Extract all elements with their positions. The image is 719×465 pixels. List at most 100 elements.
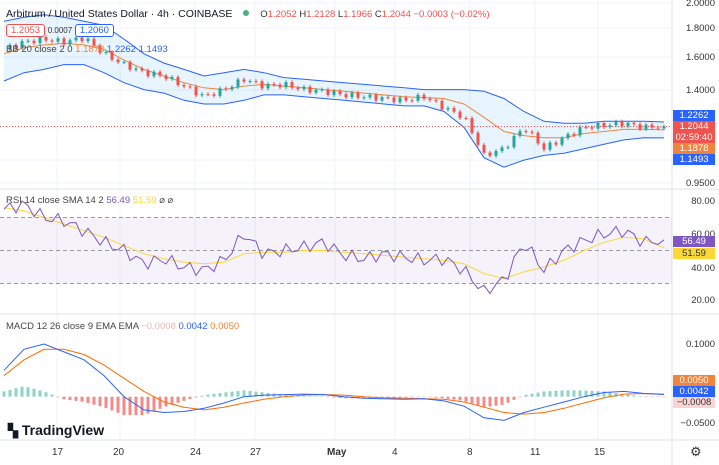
close-label: C xyxy=(374,9,382,20)
candle-body xyxy=(344,94,348,98)
macd-histogram-bar xyxy=(218,393,222,397)
candle-body xyxy=(182,84,186,87)
macd-histogram-bar xyxy=(98,396,102,407)
header-legend: Arbitrum / United States Dollar · 4h · C… xyxy=(6,8,490,20)
macd-histogram-bar xyxy=(518,396,522,398)
macd-legend[interactable]: MACD 12 26 close 9 EMA EMA −0.0008 0.004… xyxy=(6,321,239,332)
macd-histogram-bar xyxy=(488,396,492,407)
candle-body xyxy=(482,144,486,153)
macd-histogram-bar xyxy=(482,396,486,408)
rsi-sma-value: 51.59 xyxy=(132,195,157,206)
macd-histogram-bar xyxy=(620,393,624,397)
open-label: O xyxy=(260,9,268,20)
candle-body xyxy=(572,134,576,136)
macd-histogram-bar xyxy=(398,396,402,398)
bb-legend[interactable]: BB 20 close 2 0 1.1878 1.2262 1.1493 xyxy=(6,44,168,55)
candle-body xyxy=(446,108,450,110)
spread-value: 0.0007 xyxy=(47,26,73,35)
candle-body xyxy=(350,92,354,98)
change-value: −0.0003 (−0.02%) xyxy=(413,9,490,20)
candle-body xyxy=(464,118,468,120)
macd-histogram-bar xyxy=(320,396,324,398)
candle-body xyxy=(380,97,384,101)
macd-histogram-bar xyxy=(14,388,18,397)
candle-body xyxy=(230,86,234,90)
macd-histogram-bar xyxy=(452,396,456,400)
candle-body xyxy=(236,79,240,87)
macd-histogram-bar xyxy=(464,396,468,402)
bb-lower-tag: 1.1493 xyxy=(673,154,715,165)
rsi-tick: 40.00 xyxy=(691,263,715,274)
candle-body xyxy=(578,127,582,136)
macd-histogram-bar xyxy=(548,391,552,397)
macd-histogram-bar xyxy=(176,396,180,403)
macd-histogram-bar xyxy=(560,390,564,397)
candle-body xyxy=(248,81,252,83)
macd-histogram-bar xyxy=(164,396,168,407)
macd-histogram-bar xyxy=(410,396,414,398)
time-tick: 8 xyxy=(467,447,473,458)
macd-histogram-bar xyxy=(446,396,450,399)
macd-histogram-bar xyxy=(470,396,474,404)
bb-basis-tag: 1.1878 xyxy=(673,143,715,154)
candle-body xyxy=(428,98,432,101)
candle-body xyxy=(314,89,318,93)
sell-button[interactable]: 1.2053 xyxy=(6,24,46,37)
candle-body xyxy=(296,87,300,90)
candle-body xyxy=(656,127,660,129)
candle-body xyxy=(128,61,132,70)
bb-name: BB xyxy=(6,44,19,55)
macd-histogram-bar xyxy=(200,395,204,397)
macd-signal-value: 0.0050 xyxy=(210,321,240,332)
time-tick: 15 xyxy=(594,447,606,458)
candle-body xyxy=(596,122,600,129)
candle-body xyxy=(20,41,24,48)
macd-histogram-bar xyxy=(278,394,282,397)
macd-histogram-bar xyxy=(230,391,234,397)
macd-histogram-bar xyxy=(428,396,432,398)
macd-histogram-bar xyxy=(506,396,510,403)
candle-body xyxy=(242,79,246,82)
bb-upper-line xyxy=(3,14,665,124)
candle-body xyxy=(206,94,210,96)
candle-body xyxy=(500,147,504,152)
candle-body xyxy=(8,44,12,50)
open-value: 1.2052 xyxy=(267,9,297,20)
time-tick: 17 xyxy=(52,447,64,458)
price-tick: 1.4000 xyxy=(685,85,715,96)
bb-upper-value: 1.2262 xyxy=(106,44,136,55)
candle-body xyxy=(140,68,144,71)
candle-body xyxy=(110,51,114,60)
candle-body xyxy=(392,97,396,103)
candle-body xyxy=(548,142,552,150)
candle-body xyxy=(536,132,540,144)
macd-histogram-bar xyxy=(92,396,96,405)
time-tick: 20 xyxy=(113,447,125,458)
candle-body xyxy=(224,88,228,90)
rsi-sma-tag: 51.59 xyxy=(673,248,715,259)
macd-histogram-bar xyxy=(662,396,666,398)
macd-histogram-bar xyxy=(638,396,642,397)
candle-body xyxy=(518,131,522,136)
candle-body xyxy=(38,36,42,44)
macd-histogram-bar xyxy=(344,396,348,399)
macd-histogram-bar xyxy=(80,396,84,402)
bar-countdown: 02:59:40 xyxy=(673,132,715,143)
candle-body xyxy=(122,61,126,63)
rsi-tick: 80.00 xyxy=(691,196,715,207)
bb-params: 20 close 2 0 xyxy=(21,44,73,55)
buy-button[interactable]: 1.2060 xyxy=(74,24,114,37)
high-label: H xyxy=(299,9,307,20)
settings-gear-icon[interactable]: ⚙ xyxy=(690,444,702,459)
candle-body xyxy=(644,124,648,130)
macd-histogram-bar xyxy=(572,390,576,397)
macd-histogram-bar xyxy=(170,396,174,405)
macd-histogram-bar xyxy=(458,396,462,401)
close-value: 1.2044 xyxy=(381,9,411,20)
candle-body xyxy=(260,81,264,89)
macd-histogram-bar xyxy=(602,391,606,397)
symbol-title[interactable]: Arbitrum / United States Dollar · 4h · C… xyxy=(6,8,233,20)
rsi-legend[interactable]: RSI 14 close SMA 14 2 56.49 51.59 ⌀ ⌀ xyxy=(6,195,173,206)
low-value: 1.1966 xyxy=(343,9,373,20)
